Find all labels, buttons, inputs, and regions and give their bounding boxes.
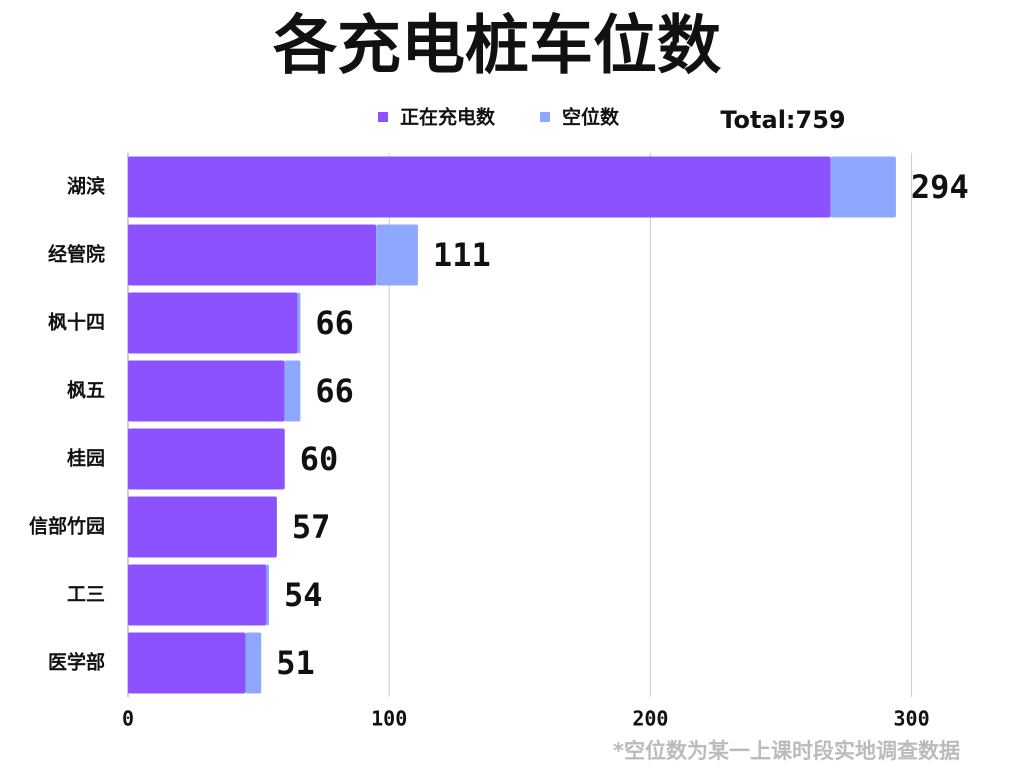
total-value-label: 66	[315, 372, 354, 410]
y-tick-label: 枫五	[67, 380, 105, 402]
y-tick-label: 桂园	[66, 447, 105, 470]
y-tick-label: 枫十四	[48, 311, 105, 334]
total-value-label: 57	[292, 508, 331, 546]
bar-segment	[284, 360, 301, 422]
bar-segment	[128, 156, 831, 218]
y-tick-label: 工三	[67, 584, 105, 606]
bar-segment	[128, 360, 285, 422]
bar-segment	[297, 292, 301, 354]
y-tick-label: 医学部	[48, 651, 105, 674]
legend-label: 正在充电数	[400, 106, 496, 129]
bar-segment	[376, 224, 418, 286]
bar-segment	[128, 428, 285, 490]
total-value-label: 66	[315, 304, 354, 342]
bar-segment	[266, 564, 270, 626]
total-value-label: 294	[911, 168, 969, 206]
bar-segment	[128, 496, 277, 558]
total-value-label: 111	[433, 236, 491, 274]
bar-segment	[128, 632, 246, 694]
bar-segment	[128, 564, 267, 626]
y-tick-label: 经管院	[48, 243, 105, 266]
x-tick-label: 300	[894, 707, 930, 731]
bar-segment	[830, 156, 896, 218]
total-value-label: 51	[276, 644, 315, 682]
bar-segment	[245, 632, 262, 694]
legend-swatch	[540, 112, 550, 122]
y-tick-label: 湖滨	[67, 175, 105, 198]
total-value-label: 60	[300, 440, 339, 478]
footnote: *空位数为某一上课时段实地调查数据	[613, 739, 960, 763]
legend-label: 空位数	[562, 106, 620, 129]
bar-segment	[128, 292, 298, 354]
total-value-label: 54	[284, 576, 323, 614]
x-tick-label: 0	[122, 707, 134, 731]
y-tick-label: 信部竹园	[29, 515, 105, 538]
x-tick-label: 100	[371, 707, 407, 731]
x-tick-label: 200	[632, 707, 668, 731]
bar-segment	[128, 224, 377, 286]
chart-title: 各充电桩车位数	[273, 10, 721, 84]
legend-swatch	[378, 112, 388, 122]
total-label: Total:759	[720, 106, 845, 134]
